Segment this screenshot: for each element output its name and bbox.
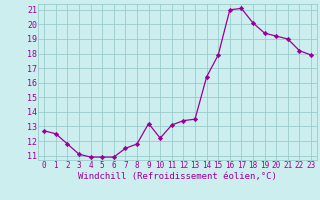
X-axis label: Windchill (Refroidissement éolien,°C): Windchill (Refroidissement éolien,°C) (78, 172, 277, 181)
